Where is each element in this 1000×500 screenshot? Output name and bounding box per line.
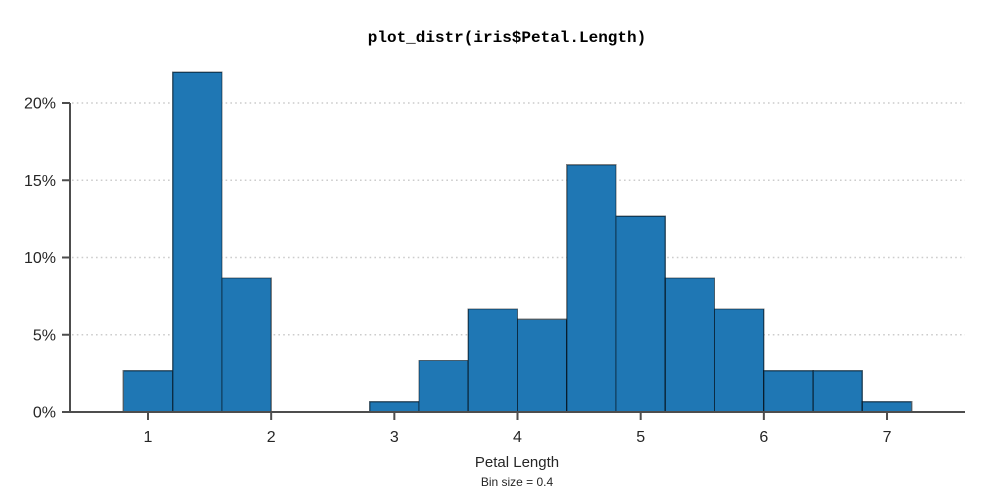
histogram-bar — [221, 277, 272, 413]
x-tick-label: 2 — [267, 429, 276, 446]
histogram-bar — [812, 370, 864, 413]
y-tick-label: 0% — [33, 405, 56, 422]
y-tick-label: 20% — [24, 96, 56, 113]
histogram-bar — [516, 318, 568, 413]
y-tick-label: 15% — [24, 173, 56, 190]
y-tick-label: 5% — [33, 327, 56, 344]
histogram-bar — [122, 370, 174, 413]
chart-title: plot_distr(iris$Petal.Length) — [368, 29, 646, 47]
histogram-bar — [664, 277, 716, 413]
bars — [122, 71, 913, 413]
x-tick-label: 4 — [513, 429, 522, 446]
y-tick-labels: 0% 5% 10% 15% 20% — [24, 96, 56, 422]
x-tick-label: 5 — [636, 429, 645, 446]
histogram-bar — [615, 215, 666, 413]
histogram-bar — [763, 370, 814, 413]
bin-size-label: Bin size = 0.4 — [481, 475, 554, 489]
x-tick-label: 6 — [759, 429, 768, 446]
axes — [62, 102, 965, 420]
histogram-bar — [861, 400, 913, 413]
histogram-bar — [713, 308, 765, 413]
x-tick-label: 1 — [144, 429, 153, 446]
histogram-bar — [467, 308, 519, 413]
x-tick-label: 7 — [883, 429, 892, 446]
x-tick-label: 3 — [390, 429, 399, 446]
histogram-bar — [566, 164, 617, 413]
x-axis-title: Petal Length — [475, 454, 559, 471]
y-tick-label: 10% — [24, 250, 56, 267]
x-tick-labels: 1 2 3 4 5 6 7 — [144, 429, 892, 446]
histogram-bar — [369, 400, 420, 413]
histogram-bar — [418, 359, 469, 413]
histogram-bar — [171, 71, 223, 413]
